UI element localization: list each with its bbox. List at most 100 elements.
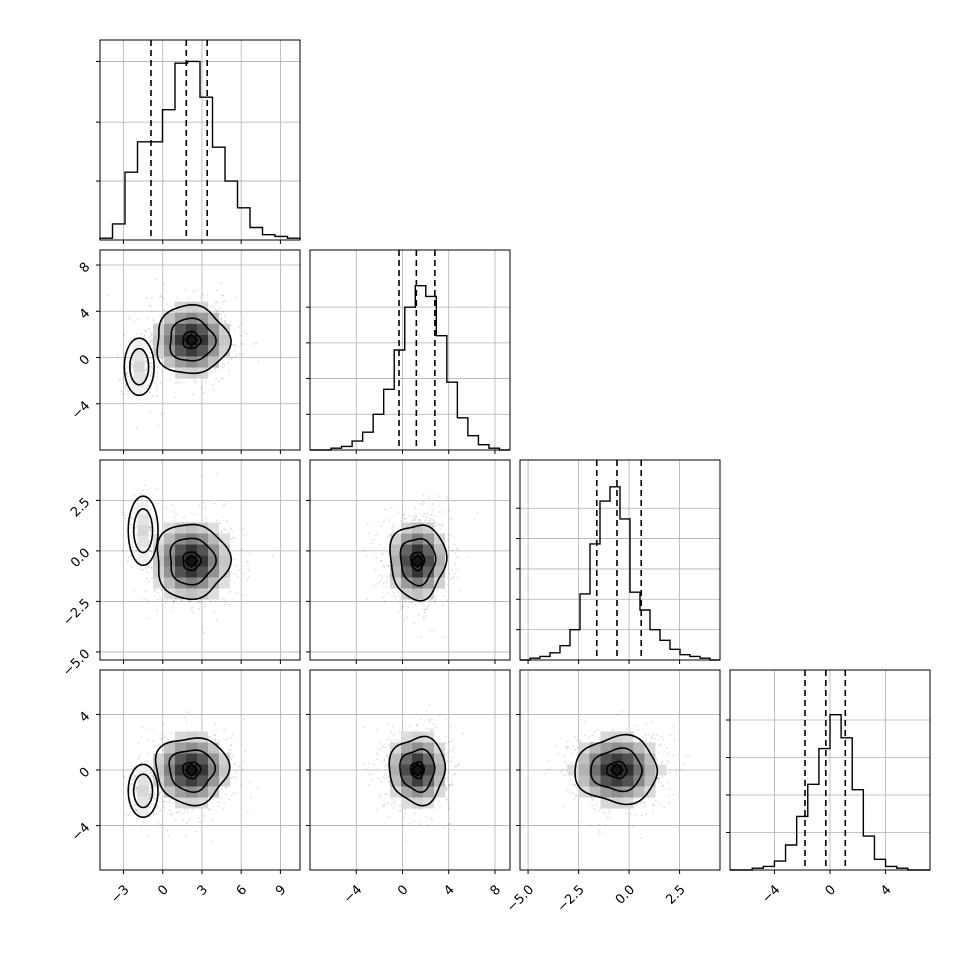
scatter-point (435, 598, 437, 601)
tail-contour-1 (132, 773, 154, 809)
scatter-point (214, 369, 216, 372)
density-cell (186, 742, 198, 754)
scatter-point (447, 771, 450, 774)
scatter-point (196, 601, 199, 604)
scatter-point (136, 524, 138, 527)
scatter-point (410, 515, 413, 518)
scatter-point (151, 775, 154, 778)
scatter-point (225, 601, 228, 604)
scatter-point (132, 359, 134, 362)
scatter-point (221, 366, 224, 369)
scatter-point (408, 601, 411, 603)
scatter-point (398, 731, 401, 733)
density-cell (175, 786, 187, 798)
density-cell (175, 555, 187, 567)
scatter-panel-1-2 (306, 459, 511, 664)
scatter-point (457, 763, 460, 766)
scatter-point (237, 568, 240, 571)
scatter-point (181, 599, 183, 602)
scatter-point (385, 755, 388, 758)
scatter-point (380, 524, 383, 527)
scatter-point (213, 734, 216, 737)
scatter-point (150, 333, 153, 336)
scatter-point (133, 774, 136, 777)
scatter-point (403, 513, 406, 516)
scatter-point (164, 606, 167, 608)
scatter-point (418, 518, 421, 521)
density-cell (197, 753, 209, 765)
scatter-point (174, 381, 177, 384)
scatter-point (432, 520, 435, 523)
scatter-point (158, 794, 161, 796)
scatter-point (385, 585, 388, 588)
scatter-point (151, 775, 153, 777)
scatter-point (214, 738, 216, 741)
scatter-point (214, 739, 217, 741)
scatter-point (209, 735, 212, 738)
scatter-point (191, 290, 194, 293)
scatter-point (213, 611, 215, 614)
scatter-point (382, 582, 385, 585)
scatter-point (377, 777, 380, 780)
scatter-point (149, 410, 151, 413)
scatter-point (204, 506, 206, 509)
scatter-point (431, 629, 433, 631)
scatter-point (125, 788, 128, 791)
scatter-point (146, 599, 149, 602)
scatter-point (212, 818, 215, 821)
density-cell (423, 764, 435, 776)
density-cell (197, 345, 209, 357)
scatter-point (181, 813, 184, 815)
scatter-point (197, 608, 200, 610)
density-cell (164, 323, 176, 335)
scatter-point (158, 530, 161, 532)
scatter-point (153, 530, 156, 533)
contour-level-3 (154, 737, 231, 807)
density-cell (208, 775, 220, 787)
density-cell (175, 577, 187, 589)
density-cell (423, 786, 435, 798)
density-cell (208, 356, 220, 368)
scatter-point (415, 515, 418, 518)
scatter-point (402, 824, 405, 827)
scatter-point (128, 381, 131, 384)
contour-level-2 (399, 537, 437, 587)
scatter-point (397, 739, 400, 742)
density-cell (197, 312, 209, 324)
scatter-point (378, 794, 381, 796)
density-cell (197, 334, 209, 346)
scatter-point (241, 768, 244, 770)
density-cell (137, 514, 149, 526)
density-cell (186, 356, 198, 368)
scatter-point (366, 523, 369, 526)
scatter-point (233, 328, 236, 331)
scatter-point (131, 540, 134, 543)
scatter-point (423, 519, 426, 522)
scatter-point (230, 737, 233, 740)
scatter-point (187, 600, 190, 603)
scatter-point (149, 339, 152, 342)
density-cell (208, 522, 220, 534)
scatter-point (147, 384, 150, 386)
scatter-point (391, 741, 393, 743)
scatter-point (213, 734, 216, 737)
scatter-point (255, 342, 258, 344)
scatter-point (423, 608, 426, 611)
scatter-point (455, 765, 457, 768)
scatter-point (405, 839, 407, 842)
scatter-point (188, 818, 191, 821)
scatter-point (235, 296, 238, 299)
scatter-point (223, 503, 226, 505)
density-cell (175, 544, 187, 556)
scatter-point (391, 526, 394, 529)
scatter-point (225, 787, 227, 790)
scatter-point (127, 555, 130, 558)
scatter-point (384, 803, 387, 806)
scatter-point (376, 758, 379, 761)
scatter-point (416, 724, 418, 726)
scatter-point (414, 517, 417, 519)
scatter-point (193, 380, 196, 383)
scatter-point (227, 369, 230, 372)
scatter-point (201, 626, 204, 629)
scatter-point (131, 358, 134, 361)
